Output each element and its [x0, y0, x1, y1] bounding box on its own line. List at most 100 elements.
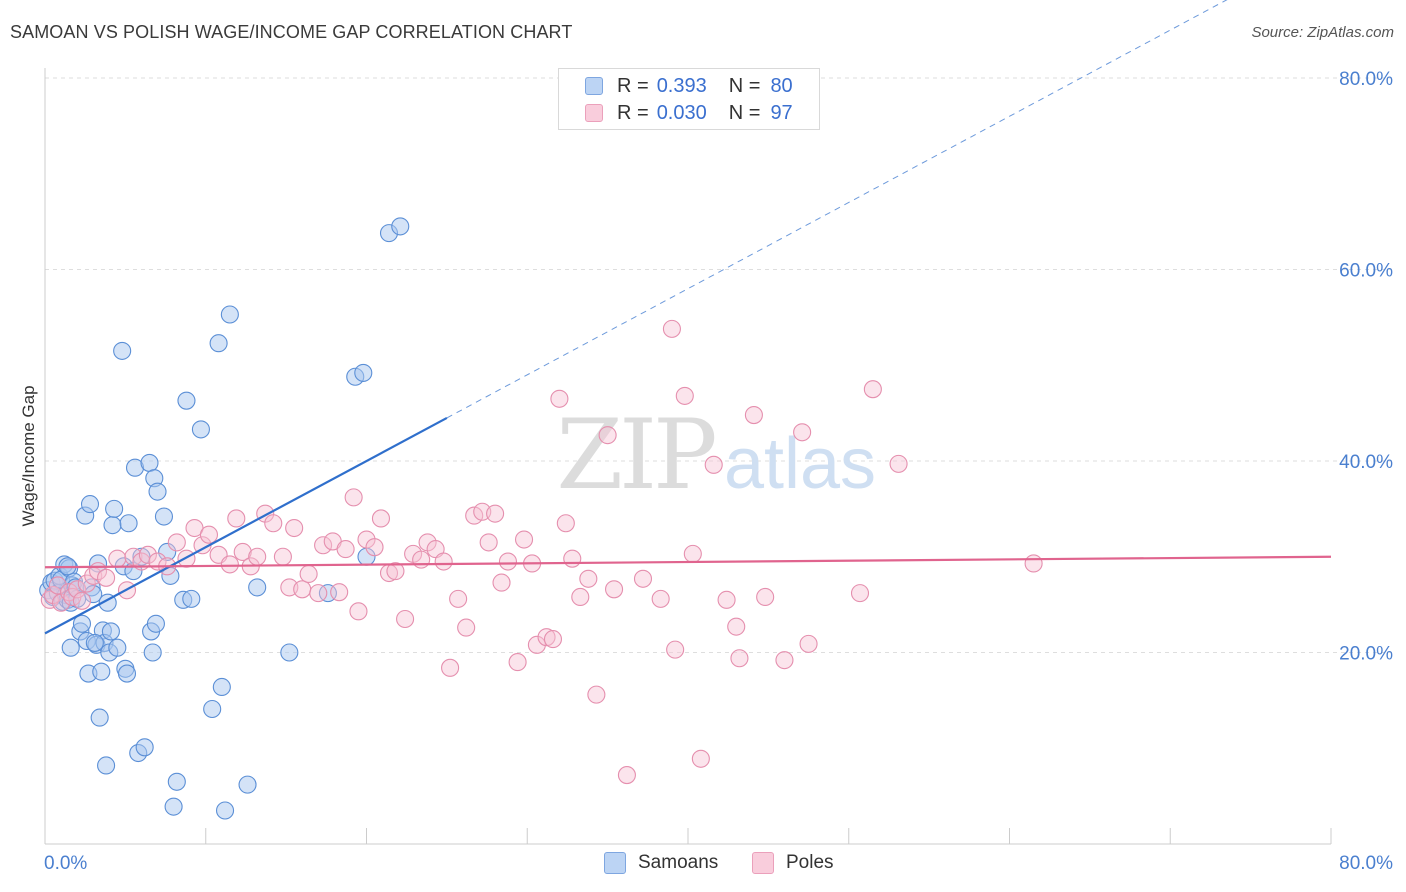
data-point-poles: [68, 580, 87, 599]
data-point-poles: [220, 555, 239, 574]
data-point-poles: [571, 587, 590, 607]
series-samoans-points: [39, 217, 410, 820]
data-point-poles: [675, 386, 694, 405]
data-point-poles: [40, 590, 59, 609]
data-point-poles: [556, 514, 575, 533]
data-point-poles: [285, 518, 304, 538]
data-point-poles: [434, 552, 453, 571]
data-point-poles: [449, 589, 468, 608]
data-point-poles: [717, 590, 736, 609]
data-point-samoans: [61, 638, 80, 657]
data-point-poles: [666, 640, 685, 659]
data-point-samoans: [103, 516, 122, 535]
data-point-poles: [508, 653, 527, 672]
data-point-poles: [775, 651, 794, 670]
data-point-poles: [97, 568, 116, 587]
data-point-poles: [138, 545, 157, 564]
data-point-poles: [617, 766, 636, 785]
data-point-poles: [233, 542, 252, 562]
data-point-poles: [349, 602, 368, 621]
data-point-samoans: [85, 633, 104, 652]
legend-item-samoans[interactable]: Samoans: [604, 852, 718, 874]
data-point-poles: [514, 530, 534, 549]
data-point-poles: [293, 580, 312, 599]
data-point-poles: [479, 533, 498, 552]
data-point-samoans: [90, 708, 109, 727]
data-point-poles: [309, 584, 328, 603]
data-point-poles: [396, 609, 415, 629]
data-point-samoans: [158, 542, 177, 562]
data-point-poles: [77, 574, 96, 593]
samoans-swatch: [585, 77, 603, 95]
data-point-samoans: [154, 507, 174, 526]
data-point-samoans: [148, 482, 167, 501]
data-point-poles: [492, 573, 511, 592]
data-point-samoans: [167, 772, 186, 791]
data-point-poles: [850, 584, 870, 603]
chart-title: SAMOAN VS POLISH WAGE/INCOME GAP CORRELA…: [10, 22, 573, 42]
data-point-samoans: [72, 614, 92, 633]
data-point-poles: [727, 617, 746, 636]
legend-row-poles: R = 0.030 N = 97: [559, 100, 793, 126]
legend-label-samoans: Samoans: [638, 852, 719, 873]
data-point-poles: [799, 634, 818, 653]
data-point-samoans: [101, 622, 120, 641]
data-point-samoans: [117, 664, 137, 683]
data-point-samoans: [146, 614, 165, 633]
axes: [44, 68, 1332, 845]
data-point-poles: [336, 540, 355, 559]
data-point-samoans: [108, 638, 127, 657]
data-point-poles: [587, 685, 606, 704]
data-point-samoans: [220, 305, 239, 324]
legend-row-samoans: R = 0.393 N = 80: [559, 73, 793, 99]
data-point-poles: [273, 547, 292, 566]
data-point-samoans: [105, 499, 124, 518]
data-point-poles: [651, 589, 670, 608]
series-poles-points: [40, 319, 1043, 785]
legend-item-poles[interactable]: Poles: [752, 852, 834, 874]
data-point-poles: [314, 536, 333, 555]
data-point-samoans: [97, 756, 116, 775]
data-point-samoans: [164, 797, 183, 816]
data-point-poles: [498, 552, 518, 571]
watermark-zip: ZIP: [556, 399, 715, 511]
samoans-swatch: [604, 852, 626, 874]
y-tick-label: 40.0%: [1339, 452, 1393, 473]
data-point-samoans: [182, 589, 201, 608]
data-point-poles: [537, 628, 556, 647]
data-point-poles: [863, 380, 882, 399]
data-point-samoans: [143, 643, 162, 662]
data-point-poles: [199, 525, 219, 544]
y-tick-label: 20.0%: [1339, 644, 1393, 665]
data-point-samoans: [119, 514, 138, 533]
data-point-samoans: [191, 420, 210, 439]
data-point-samoans: [203, 699, 222, 719]
poles-swatch: [752, 852, 774, 874]
x-tick-label: 80.0%: [1339, 853, 1393, 874]
data-point-poles: [344, 488, 363, 507]
n-value: 80: [770, 74, 793, 97]
data-point-poles: [365, 538, 384, 557]
data-point-poles: [756, 587, 775, 607]
data-point-poles: [543, 630, 563, 649]
data-point-samoans: [280, 643, 299, 662]
data-point-samoans: [212, 677, 231, 697]
data-point-poles: [744, 405, 763, 425]
data-point-poles: [683, 544, 702, 563]
data-point-poles: [167, 533, 186, 552]
data-point-poles: [330, 583, 349, 602]
data-point-poles: [412, 550, 431, 569]
data-point-poles: [691, 749, 710, 768]
grid-lines: [45, 77, 1392, 653]
r-value: 0.030: [656, 101, 707, 124]
legend-label-poles: Poles: [786, 852, 834, 873]
data-point-poles: [386, 562, 405, 581]
data-point-poles: [598, 426, 617, 445]
data-point-poles: [72, 591, 92, 610]
data-point-poles: [371, 509, 391, 528]
data-point-samoans: [135, 738, 154, 757]
data-point-poles: [579, 569, 598, 588]
r-label: R =: [617, 101, 649, 124]
data-point-samoans: [161, 566, 180, 585]
data-point-poles: [605, 580, 624, 599]
